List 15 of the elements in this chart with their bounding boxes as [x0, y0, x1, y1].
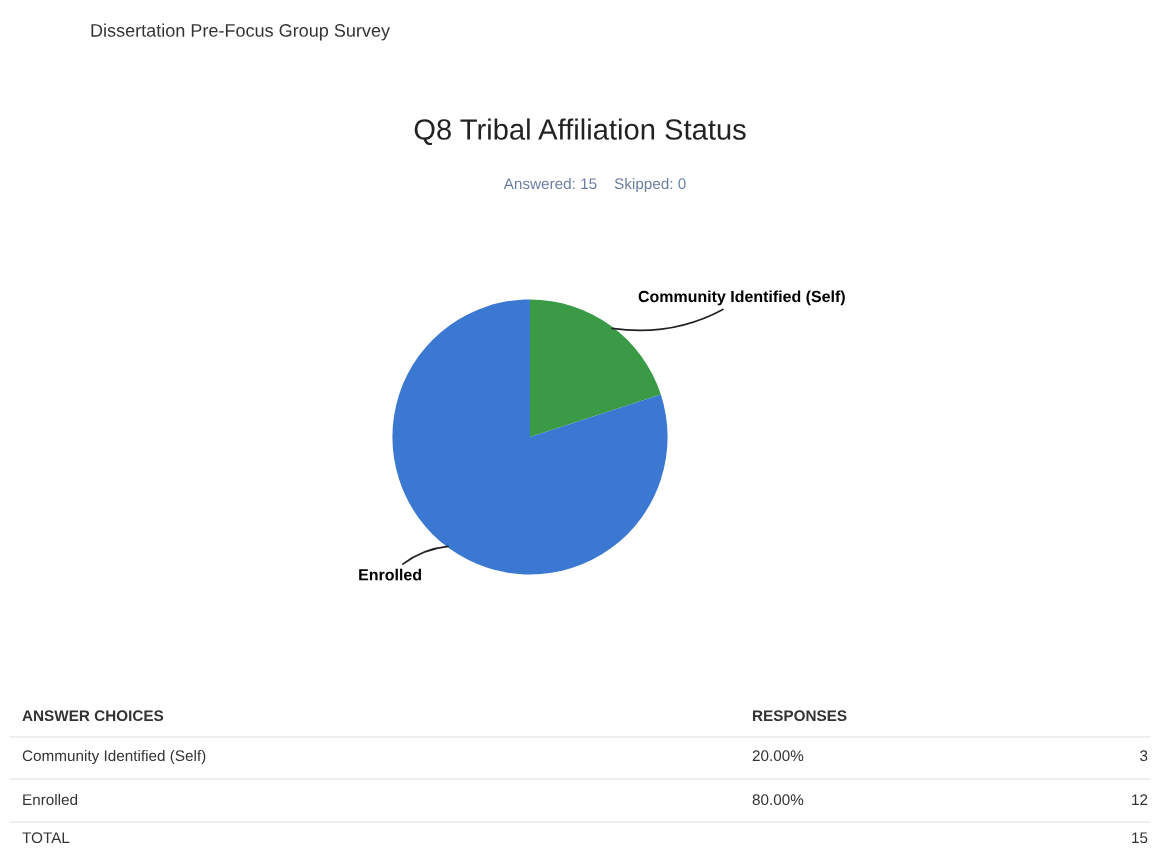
text: 12: [1132, 794, 1148, 805]
slice-label: Enrolled: [359, 568, 421, 581]
chart-title: Q8 Tribal Affiliation Status: [414, 118, 746, 146]
category-label: Enrolled: [23, 793, 78, 806]
text: 20.00%: [752, 750, 804, 762]
slice-label: Community Identified (Self): [638, 290, 845, 306]
text: 3: [1140, 750, 1148, 762]
text: ANSWER CHOICES: [22, 710, 164, 722]
category-label: Community Identified (Self): [22, 749, 206, 765]
chart-subtitle: Answered: 15 Skipped: 0: [503, 177, 686, 193]
text: 15: [1132, 832, 1148, 844]
text: RESPONSES: [753, 710, 847, 722]
text: Dissertation Pre-Focus Group Survey: [91, 23, 390, 41]
text: 80.00%: [752, 794, 804, 806]
text: TOTAL: [22, 832, 70, 844]
